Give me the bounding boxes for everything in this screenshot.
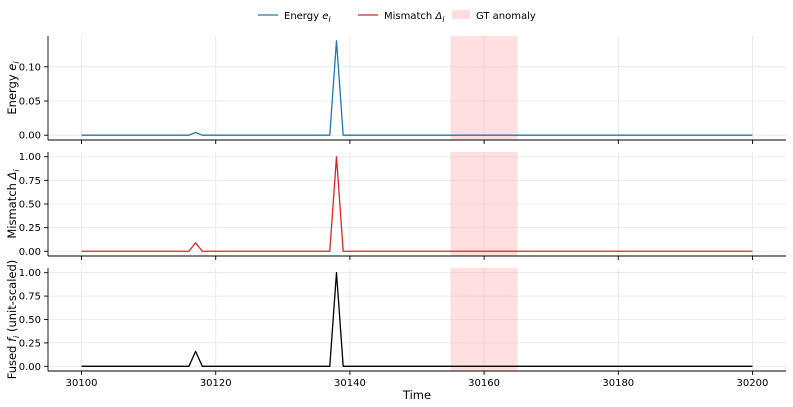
x-tick-label: 30180 xyxy=(602,378,634,389)
y-axis-label: Energy ei xyxy=(5,61,21,115)
x-tick-label: 30160 xyxy=(468,378,500,389)
legend-item-1: Mismatch Δi xyxy=(358,11,445,24)
panel-1: 0.00 0.25 0.50 0.75 1.00 Mismatch Δi xyxy=(5,152,786,260)
y-tick-label: 0.10 xyxy=(19,62,41,73)
legend-label: GT anomaly xyxy=(476,11,536,22)
legend: Energy ei Mismatch Δi GT anomaly xyxy=(258,10,536,24)
legend-patch-swatch xyxy=(452,10,470,19)
y-tick-label: 0.25 xyxy=(19,338,41,349)
legend-label: Energy ei xyxy=(284,11,331,24)
gt-anomaly-band xyxy=(450,152,518,256)
legend-item-2: GT anomaly xyxy=(452,10,536,22)
y-tick-label: 0.50 xyxy=(19,315,41,326)
x-tick-label: 30140 xyxy=(334,378,366,389)
y-tick-label: 0.25 xyxy=(19,223,41,234)
x-tick-label: 30120 xyxy=(200,378,232,389)
series-line-0 xyxy=(81,272,753,367)
gt-anomaly-band xyxy=(450,36,518,140)
y-tick-label: 0.75 xyxy=(19,176,41,187)
y-axis-label: Mismatch Δi xyxy=(5,169,21,239)
series-line-0 xyxy=(81,156,753,252)
y-tick-label: 0.00 xyxy=(19,131,41,142)
legend-item-0: Energy ei xyxy=(258,11,331,24)
y-tick-label: 1.00 xyxy=(19,268,41,279)
x-tick-label: 30200 xyxy=(737,378,769,389)
series-line-0 xyxy=(81,40,753,136)
x-tick-label: 30100 xyxy=(66,378,98,389)
y-tick-label: 0.00 xyxy=(19,362,41,373)
legend-label: Mismatch Δi xyxy=(384,11,445,24)
y-tick-label: 1.00 xyxy=(19,152,41,163)
y-tick-label: 0.50 xyxy=(19,200,41,211)
y-tick-label: 0.05 xyxy=(19,97,41,108)
y-tick-label: 0.75 xyxy=(19,292,41,303)
gt-anomaly-band xyxy=(450,268,518,371)
y-axis-label: Fused fi (unit-scaled) xyxy=(5,260,21,380)
y-tick-label: 0.00 xyxy=(19,247,41,258)
x-axis-label: Time xyxy=(402,388,431,402)
